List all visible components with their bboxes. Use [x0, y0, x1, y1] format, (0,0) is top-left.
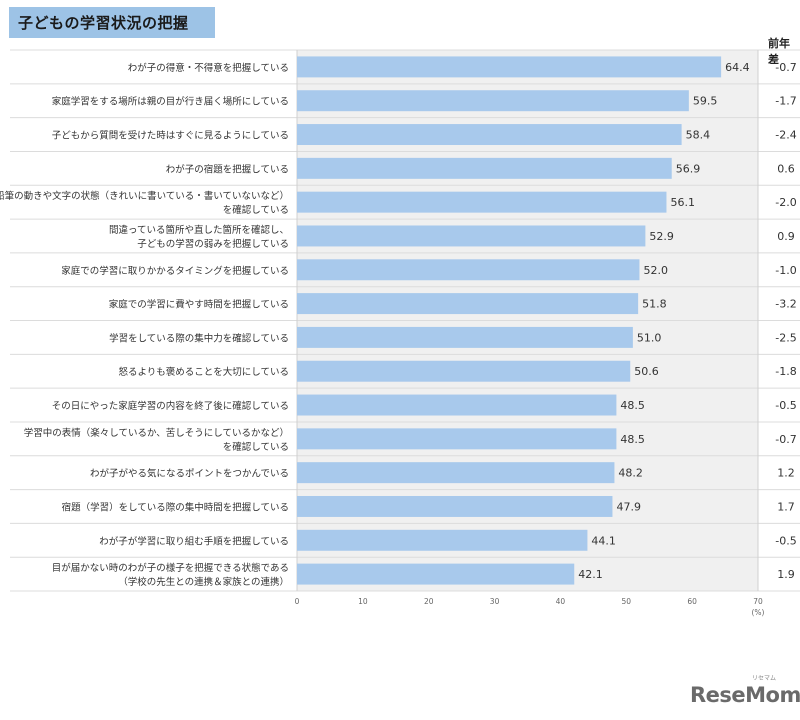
bar — [297, 495, 613, 517]
x-tick-label: 10 — [358, 597, 368, 606]
category-label: 子どもから質問を受けた時はすぐに見るようにしている — [52, 130, 289, 142]
value-label: 56.9 — [676, 162, 701, 175]
yoy-diff-value: -1.7 — [775, 95, 796, 108]
category-label: その日にやった家庭学習の内容を終了後に確認している — [52, 400, 289, 412]
bar — [297, 394, 617, 416]
yoy-diff-value: -0.7 — [775, 433, 796, 446]
bar — [297, 157, 672, 179]
x-tick-label: 40 — [556, 597, 566, 606]
yoy-diff-value: 1.9 — [777, 568, 795, 581]
bar — [297, 326, 633, 348]
category-label: わが子の得意・不得意を把握している — [128, 62, 289, 74]
value-label: 59.5 — [693, 95, 718, 108]
bar — [297, 90, 689, 112]
resemom-logo: ReseMom — [690, 683, 800, 707]
category-label: を確認している — [223, 204, 289, 216]
category-label: わが子が学習に取り組む手順を把握している — [99, 535, 289, 547]
category-label: わが子の宿題を把握している — [166, 163, 289, 175]
value-label: 58.4 — [686, 129, 711, 142]
category-label: 間違っている箇所や直した箇所を確認し、 — [109, 224, 289, 236]
title-background — [9, 7, 215, 38]
yoy-diff-value: -3.2 — [775, 298, 796, 311]
yoy-diff-value: -0.5 — [775, 399, 796, 412]
x-tick-label: 20 — [424, 597, 434, 606]
yoy-diff-value: -0.5 — [775, 534, 796, 547]
bar — [297, 293, 639, 315]
category-label: 家庭での学習に取りかかるタイミングを把握している — [61, 265, 289, 277]
bar — [297, 360, 631, 382]
bar — [297, 529, 588, 551]
yoy-diff-value: -2.0 — [775, 196, 796, 209]
bar — [297, 225, 646, 247]
value-label: 47.9 — [616, 500, 641, 513]
yoy-diff-value: -1.8 — [775, 365, 796, 378]
yoy-diff-value: 1.2 — [777, 467, 795, 480]
yoy-diff-value: -2.5 — [775, 331, 796, 344]
category-label: 子どもの学習の弱みを把握している — [137, 238, 289, 250]
x-tick-label: 30 — [490, 597, 500, 606]
value-label: 51.0 — [637, 331, 662, 344]
x-tick-label: 70 — [753, 597, 763, 606]
bar — [297, 191, 667, 213]
category-label: 怒るよりも褒めることを大切にしている — [118, 366, 289, 378]
x-tick-label: 0 — [295, 597, 300, 606]
x-tick-label: 60 — [687, 597, 697, 606]
yoy-diff-value: 0.9 — [777, 230, 795, 243]
value-label: 44.1 — [591, 534, 616, 547]
value-label: 48.5 — [620, 399, 645, 412]
value-label: 52.9 — [649, 230, 674, 243]
bar — [297, 428, 617, 450]
value-label: 48.5 — [620, 433, 645, 446]
yoy-diff-value: 0.6 — [777, 162, 795, 175]
yoy-diff-value: -1.0 — [775, 264, 796, 277]
category-label: 学習中の表情（楽々しているか、苦しそうにしているかなど） — [24, 427, 289, 439]
yoy-diff-value: -2.4 — [775, 129, 796, 142]
category-label: 学習をしている際の集中力を確認している — [109, 332, 289, 344]
bar — [297, 56, 722, 78]
yoy-diff-value: 1.7 — [777, 500, 795, 513]
value-label: 48.2 — [618, 467, 643, 480]
yoy-diff-header: 前年差 — [768, 37, 790, 66]
chart-title: 子どもの学習状況の把握 — [18, 14, 189, 32]
value-label: 64.4 — [725, 61, 750, 74]
category-label: （学校の先生との連携＆家族との連携） — [118, 576, 289, 588]
category-label: わが子がやる気になるポイントをつかんでいる — [90, 468, 289, 480]
bar — [297, 462, 615, 484]
bar — [297, 259, 640, 281]
value-label: 51.8 — [642, 298, 667, 311]
x-tick-label: 50 — [622, 597, 632, 606]
value-label: 42.1 — [578, 568, 603, 581]
x-unit-label: (%) — [752, 608, 765, 617]
value-label: 50.6 — [634, 365, 659, 378]
category-label: 家庭学習をする場所は親の目が行き届く場所にしている — [52, 96, 289, 108]
bar — [297, 563, 575, 585]
value-label: 56.1 — [670, 196, 695, 209]
category-label: 目が届かない時のわが子の様子を把握できる状態である — [52, 562, 289, 574]
bar — [297, 124, 682, 146]
category-label: を確認している — [223, 441, 289, 453]
brand-ruby: リセマム — [752, 675, 777, 682]
category-label: 宿題（学習）をしている際の集中時間を把握している — [62, 501, 289, 513]
value-label: 52.0 — [643, 264, 668, 277]
category-label: 家庭での学習に費やす時間を把握している — [109, 299, 289, 311]
yoy-diff-value: -0.7 — [775, 61, 796, 74]
category-label: 鉛筆の動きや文字の状態（きれいに書いている・書いていないなど） — [0, 190, 289, 202]
